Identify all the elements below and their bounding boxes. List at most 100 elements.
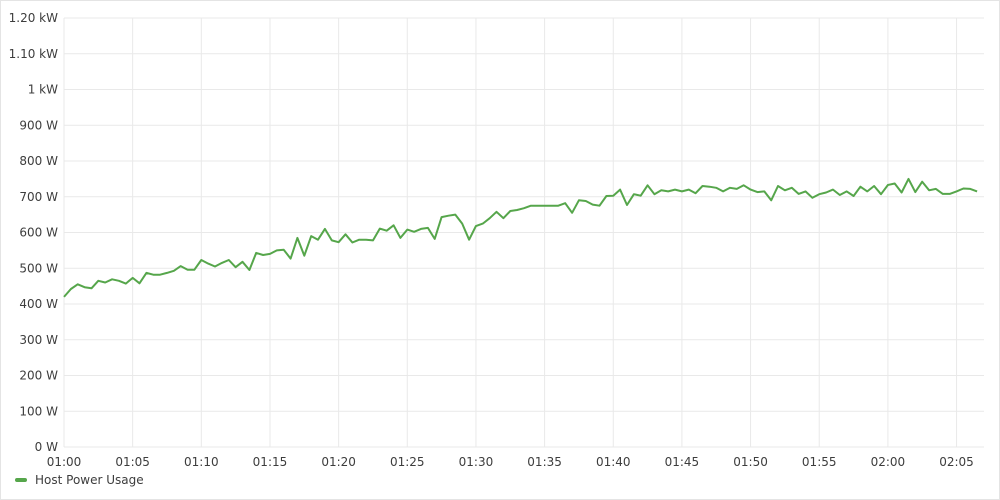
data-point	[419, 226, 424, 231]
data-point	[432, 236, 437, 241]
data-point	[515, 207, 520, 212]
data-point	[844, 189, 849, 194]
data-point	[164, 270, 169, 275]
x-tick-label: 01:15	[253, 455, 288, 469]
data-point	[473, 224, 478, 229]
data-point	[590, 202, 595, 207]
y-tick-label: 900 W	[19, 118, 58, 132]
data-point	[329, 238, 334, 243]
data-point	[75, 282, 80, 287]
data-point	[144, 270, 149, 275]
data-point	[542, 203, 547, 208]
data-point	[199, 258, 204, 263]
data-point	[501, 216, 506, 221]
data-point	[103, 280, 108, 285]
y-tick-label: 800 W	[19, 154, 58, 168]
x-tick-label: 01:20	[321, 455, 356, 469]
data-point	[226, 258, 231, 263]
data-point	[522, 206, 527, 211]
data-point	[755, 190, 760, 195]
x-tick-label: 02:05	[939, 455, 974, 469]
data-point	[741, 183, 746, 188]
legend[interactable]: Host Power Usage	[15, 473, 144, 487]
data-point	[281, 247, 286, 252]
y-tick-label: 700 W	[19, 190, 58, 204]
data-point	[776, 184, 781, 189]
x-tick-label: 01:25	[390, 455, 425, 469]
data-point	[570, 210, 575, 215]
data-point	[336, 240, 341, 245]
x-tick-label: 02:00	[871, 455, 906, 469]
data-point	[364, 237, 369, 242]
data-point	[123, 281, 128, 286]
data-point	[769, 198, 774, 203]
data-point	[68, 286, 73, 291]
data-point	[116, 278, 121, 283]
data-point	[782, 188, 787, 193]
data-point	[611, 193, 616, 198]
data-point	[82, 285, 87, 290]
x-tick-label: 01:45	[665, 455, 700, 469]
data-point	[398, 235, 403, 240]
data-point	[906, 176, 911, 181]
data-point	[192, 267, 197, 272]
data-point	[528, 203, 533, 208]
data-point	[295, 235, 300, 240]
data-point	[748, 187, 753, 192]
data-point	[151, 272, 156, 277]
data-point	[693, 191, 698, 196]
data-point	[405, 227, 410, 232]
data-point	[817, 192, 822, 197]
line-chart[interactable]: 0 W 100 W 200 W 300 W 400 W 500 W 600 W 700 W 80…	[1, 1, 1000, 471]
data-point	[89, 286, 94, 291]
data-point	[137, 281, 142, 286]
data-point	[872, 184, 877, 189]
data-point	[62, 294, 67, 299]
data-point	[322, 226, 327, 231]
data-point	[110, 277, 115, 282]
data-point	[727, 185, 732, 190]
data-point	[968, 186, 973, 191]
x-tick-label: 01:50	[733, 455, 768, 469]
data-point	[213, 264, 218, 269]
data-point	[453, 212, 458, 217]
data-point	[343, 232, 348, 237]
data-point	[316, 237, 321, 242]
x-tick-label: 01:55	[802, 455, 837, 469]
data-point	[425, 225, 430, 230]
data-point	[624, 202, 629, 207]
data-point	[96, 278, 101, 283]
data-point	[645, 183, 650, 188]
data-point	[563, 201, 568, 206]
data-point	[659, 188, 664, 193]
data-point	[604, 194, 609, 199]
data-point	[185, 267, 190, 272]
data-point	[940, 191, 945, 196]
data-point	[439, 215, 444, 220]
data-point	[796, 191, 801, 196]
y-tick-label: 100 W	[19, 404, 58, 418]
data-point	[851, 194, 856, 199]
data-point	[597, 203, 602, 208]
data-point	[673, 187, 678, 192]
data-point	[707, 184, 712, 189]
data-point	[487, 216, 492, 221]
data-point	[714, 185, 719, 190]
data-point	[618, 187, 623, 192]
data-point	[219, 260, 224, 265]
data-point	[254, 250, 259, 255]
data-point	[927, 188, 932, 193]
data-point	[370, 238, 375, 243]
data-point	[158, 272, 163, 277]
series-line[interactable]	[63, 177, 978, 298]
y-tick-label: 600 W	[19, 226, 58, 240]
x-tick-label: 01:35	[527, 455, 562, 469]
data-point	[412, 229, 417, 234]
data-point	[892, 181, 897, 186]
data-point	[384, 228, 389, 233]
data-point	[460, 221, 465, 226]
data-point	[494, 209, 499, 214]
data-point	[824, 190, 829, 195]
data-point	[803, 189, 808, 194]
